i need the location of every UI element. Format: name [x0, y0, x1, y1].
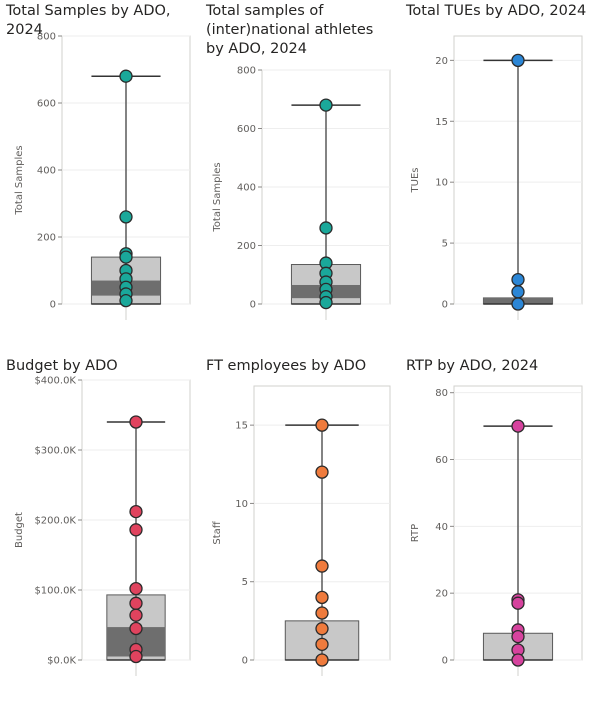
y-tick-label: 0: [242, 656, 248, 667]
chart-title: Total samples of (inter)national athletes…: [206, 2, 373, 59]
y-tick-label: 400: [237, 183, 256, 194]
y-axis-label: Total Samples: [212, 162, 223, 232]
data-point: [119, 293, 133, 308]
data-point: [511, 53, 525, 68]
data-point: [129, 523, 143, 537]
chart-title: Total TUEs by ADO, 2024: [406, 2, 586, 21]
data-point: [319, 295, 333, 310]
y-tick-label: 5: [242, 577, 248, 588]
data-point: [315, 606, 329, 620]
y-axis-label: Staff: [212, 520, 223, 544]
chart-title: Total Samples by ADO, 2024: [6, 2, 171, 40]
y-tick-label: $200.0K: [34, 516, 76, 527]
data-point: [129, 596, 143, 610]
y-tick-label: 10: [235, 499, 248, 510]
data-point: [119, 210, 133, 224]
y-axis-label: RTP: [410, 524, 421, 542]
chart-title-line: 2024: [6, 22, 43, 38]
data-point: [129, 649, 143, 664]
y-tick-label: $400.0K: [34, 376, 76, 387]
chart-title-line: RTP by ADO, 2024: [406, 358, 539, 374]
chart-panel-1: 0 200 400 600 800 Total Samples: [14, 32, 191, 320]
data-point: [511, 653, 525, 667]
data-point: [315, 653, 329, 667]
data-point: [119, 250, 133, 264]
y-tick-label: 800: [237, 66, 256, 77]
data-point: [319, 98, 333, 112]
y-tick-label: 5: [442, 239, 448, 250]
data-point: [315, 622, 329, 636]
data-point: [129, 608, 143, 622]
chart-title-line: Total samples of: [206, 3, 324, 19]
chart-title: RTP by ADO, 2024: [406, 357, 538, 376]
chart-panel-5: 0 5 10 15 Staff: [212, 385, 391, 676]
chart-title-line: FT employees by ADO: [206, 358, 367, 374]
y-tick-label: 15: [235, 421, 248, 432]
y-tick-label: 800: [37, 32, 56, 43]
y-tick-label: $100.0K: [34, 586, 76, 597]
y-tick-label: 80: [435, 388, 448, 399]
chart-title-line: Total TUEs by ADO, 2024: [406, 3, 587, 19]
y-axis-label: TUEs: [410, 168, 421, 194]
data-point: [129, 581, 143, 596]
data-point: [511, 419, 525, 433]
data-point: [129, 415, 143, 429]
y-tick-label: 200: [237, 241, 256, 252]
data-point: [511, 629, 525, 644]
y-axis-label: Budget: [14, 512, 25, 548]
y-tick-label: 600: [37, 99, 56, 110]
y-tick-label: 40: [435, 522, 448, 533]
y-axis-label: Total Samples: [14, 145, 25, 215]
data-point: [511, 272, 525, 287]
chart-panel-4: $0.0K $100.0K $200.0K $300.0K $400.0K Budget: [14, 376, 191, 676]
y-tick-label: 0: [442, 656, 448, 667]
data-point: [315, 465, 329, 479]
y-tick-label: 60: [435, 455, 448, 466]
y-tick-label: 0: [50, 300, 56, 311]
chart-title-line: Budget by ADO: [6, 358, 118, 374]
y-tick-label: 20: [435, 56, 448, 67]
data-point: [315, 559, 329, 573]
y-tick-label: $300.0K: [34, 446, 76, 457]
y-tick-label: 10: [435, 178, 448, 189]
y-tick-label: $0.0K: [47, 656, 76, 667]
y-tick-label: 600: [237, 124, 256, 135]
chart-panel-6: 0 20 40 60 80 RTP: [410, 385, 583, 676]
chart-title: FT employees by ADO: [206, 357, 366, 376]
data-point: [319, 221, 333, 235]
chart-title-line: Total Samples by ADO,: [6, 3, 171, 19]
chart-panel-2: 0 200 400 600 800 Total Samples: [212, 66, 391, 320]
y-tick-label: 20: [435, 589, 448, 600]
y-tick-label: 200: [37, 233, 56, 244]
y-tick-label: 400: [37, 166, 56, 177]
chart-panel-3: 0 5 10 15 20 TUEs: [410, 35, 583, 320]
data-point: [511, 285, 525, 299]
chart-title-line: (inter)national athletes: [206, 22, 374, 38]
y-tick-label: 15: [435, 117, 448, 128]
chart-title: Budget by ADO: [6, 357, 118, 376]
y-tick-label: 0: [442, 300, 448, 311]
data-point: [315, 637, 329, 651]
y-tick-label: 0: [250, 300, 256, 311]
data-point: [315, 590, 329, 605]
data-point: [129, 621, 143, 636]
data-point: [129, 504, 143, 519]
data-point: [511, 596, 525, 610]
data-point: [119, 69, 133, 83]
data-point: [511, 297, 525, 311]
chart-title-line: by ADO, 2024: [206, 41, 308, 57]
data-point: [315, 418, 329, 432]
